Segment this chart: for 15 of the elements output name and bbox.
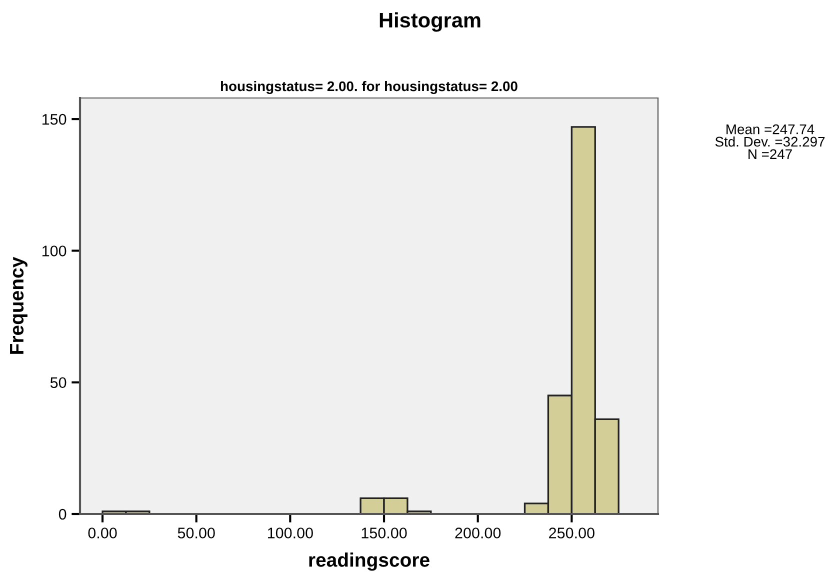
x-tick-label: 150.00 bbox=[362, 528, 407, 538]
y-tick-label: 100 bbox=[42, 246, 66, 256]
x-axis-title: readingscore bbox=[309, 552, 430, 571]
y-tick-label: 50 bbox=[50, 377, 66, 388]
chart-title: Histogram bbox=[380, 12, 480, 32]
x-tick-label: 100.00 bbox=[268, 528, 313, 538]
x-tick-label: 0.00 bbox=[88, 528, 117, 538]
text: Mean =247.74 Std. Dev. =32.297 N =247 bbox=[715, 124, 825, 159]
y-axis-title: Frequency bbox=[10, 256, 28, 354]
chart-subtitle: housingstatus= 2.00. for housingstatus= 2.00 bbox=[221, 80, 518, 94]
x-tick-label: 200.00 bbox=[455, 528, 501, 538]
y-tick-label: 150 bbox=[42, 114, 66, 125]
x-tick-label: 250.00 bbox=[549, 528, 594, 538]
y-tick-label: 0 bbox=[58, 508, 66, 520]
x-tick-label: 50.00 bbox=[178, 528, 215, 538]
